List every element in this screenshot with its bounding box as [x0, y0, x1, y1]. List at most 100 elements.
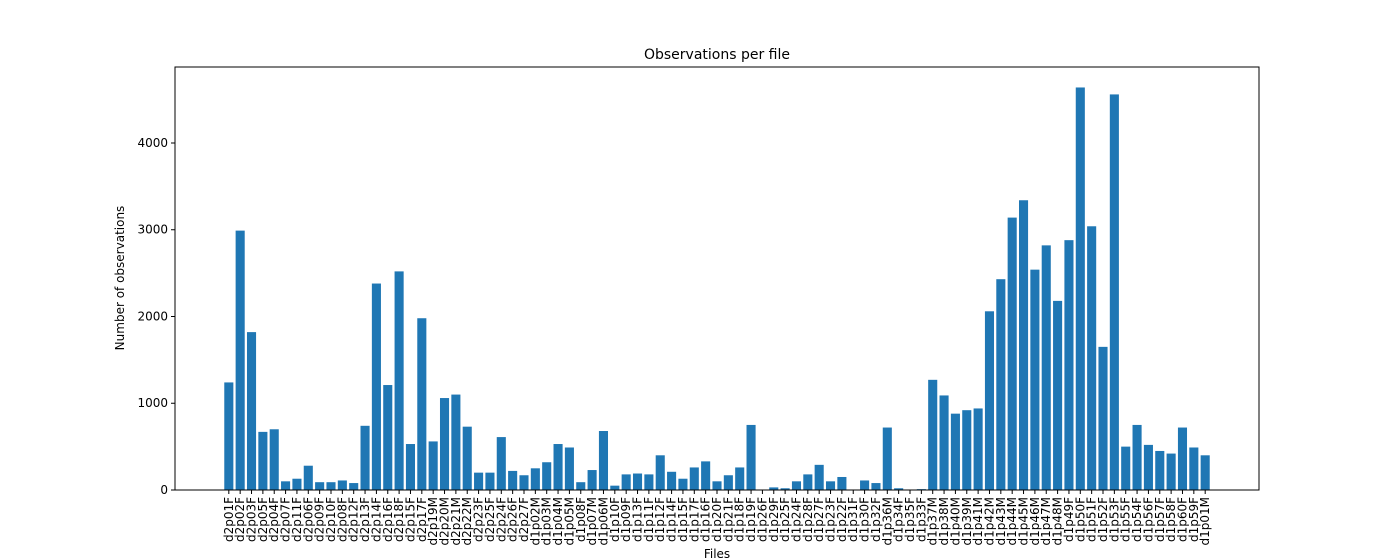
x-tick-label: d1p20F: [710, 497, 724, 542]
bar: [632, 473, 643, 490]
x-tick-label: d1p18F: [733, 497, 747, 542]
x-tick-label: d1p11F: [642, 497, 656, 542]
x-tick-label: d2p12F: [347, 497, 361, 542]
x-tick-label: d1p01M: [1198, 497, 1212, 546]
x-tick-label: d1p28F: [801, 497, 815, 542]
x-tick-label: d1p49F: [1062, 497, 1076, 542]
x-tick-label: d1p05M: [562, 497, 576, 546]
x-tick-label: d1p13F: [631, 497, 645, 542]
x-tick-label: d1p08F: [574, 497, 588, 542]
y-tick-label: 1000: [137, 396, 168, 410]
x-tick-label: d1p54F: [1130, 497, 1144, 542]
x-tick-label: d1p17F: [687, 497, 701, 542]
bar: [769, 487, 779, 490]
x-tick-label: d1p31F: [846, 497, 860, 542]
x-tick-label: d1p32F: [869, 497, 883, 542]
x-tick-label: d1p36M: [880, 497, 894, 546]
x-tick-label: d1p42M: [982, 497, 996, 546]
x-tick-label: d1p02M: [528, 497, 542, 546]
bar: [394, 271, 404, 490]
bar: [485, 472, 495, 490]
x-tick-label: d2p26F: [506, 497, 520, 542]
x-tick-label: d1p04M: [551, 497, 565, 546]
bar: [462, 426, 472, 490]
x-tick-label: d1p22F: [835, 497, 849, 542]
x-tick-label: d2p21M: [449, 497, 463, 546]
bar: [258, 431, 268, 490]
x-tick-label: d1p38M: [937, 497, 951, 546]
x-tick-label: d2p03F: [245, 497, 259, 542]
x-tick-label: d1p34F: [892, 497, 906, 542]
x-tick-label: d1p45M: [1017, 497, 1031, 546]
bar: [587, 470, 597, 490]
x-tick-label: d1p48M: [1051, 497, 1065, 546]
bar: [519, 475, 529, 490]
x-tick-label: d2p20M: [438, 497, 452, 546]
bar: [349, 483, 359, 490]
bar: [1143, 444, 1153, 490]
x-axis-label: Files: [704, 547, 730, 560]
bar: [871, 483, 881, 490]
bar: [292, 478, 302, 490]
x-tick-label: d2p24F: [494, 497, 508, 542]
x-tick-label: d1p29F: [767, 497, 781, 542]
chart-title: Observations per file: [644, 47, 790, 63]
bar: [814, 464, 824, 490]
x-tick-label: d2p06F: [301, 497, 315, 542]
x-tick-label: d2p27F: [517, 497, 531, 542]
bar: [360, 425, 370, 490]
bar: [508, 470, 518, 490]
x-tick-label: d1p19F: [744, 497, 758, 542]
x-tick-label: d1p41M: [971, 497, 985, 546]
bar: [542, 462, 552, 490]
bar: [950, 413, 960, 490]
bar: [1132, 424, 1142, 490]
x-tick-label: d1p10F: [608, 497, 622, 542]
bar: [735, 467, 745, 490]
x-tick-label: d1p55F: [1119, 497, 1133, 542]
x-tick-label: d2p08F: [335, 497, 349, 542]
bar: [553, 444, 563, 490]
bar: [689, 467, 699, 490]
bar: [1053, 300, 1063, 490]
bar: [281, 481, 291, 490]
x-tick-label: d2p07F: [279, 497, 293, 542]
bar: [1155, 450, 1165, 490]
bar: [315, 482, 325, 490]
x-tick-label: d2p19M: [426, 497, 440, 546]
x-tick-label: d1p33F: [914, 497, 928, 542]
x-tick-label: d2p09F: [313, 497, 327, 542]
x-tick-label: d1p53F: [1107, 497, 1121, 542]
bar: [1177, 427, 1188, 490]
bar: [439, 398, 450, 490]
x-tick-label: d1p60F: [1175, 497, 1189, 542]
bar: [882, 427, 892, 490]
bar: [894, 488, 904, 490]
bar: [939, 395, 949, 490]
x-tick-label: d1p27F: [812, 497, 826, 542]
x-tick-label: d1p26F: [755, 497, 769, 542]
bar: [1121, 446, 1131, 490]
bar: [1189, 447, 1199, 490]
bar: [723, 475, 733, 490]
bar: [383, 385, 393, 490]
x-tick-label: d2p22M: [460, 497, 474, 546]
bar: [791, 481, 802, 490]
bar: [621, 474, 631, 490]
bar: [326, 482, 336, 490]
x-tick-label: d1p24F: [789, 497, 803, 542]
bar: [451, 394, 461, 490]
y-tick-label: 0: [160, 483, 168, 497]
bar: [371, 283, 381, 490]
x-tick-label: d2p04F: [267, 497, 281, 542]
x-tick-label: d1p30F: [858, 497, 872, 542]
bar: [1007, 217, 1017, 490]
bar: [1166, 453, 1176, 490]
bar: [746, 424, 756, 490]
bar: [712, 481, 722, 490]
x-tick-label: d2p13F: [358, 497, 372, 542]
x-tick-label: d1p40M: [948, 497, 962, 546]
x-tick-label: d1p15F: [676, 497, 690, 542]
bar: [337, 480, 347, 490]
plot-frame: [174, 66, 1260, 491]
